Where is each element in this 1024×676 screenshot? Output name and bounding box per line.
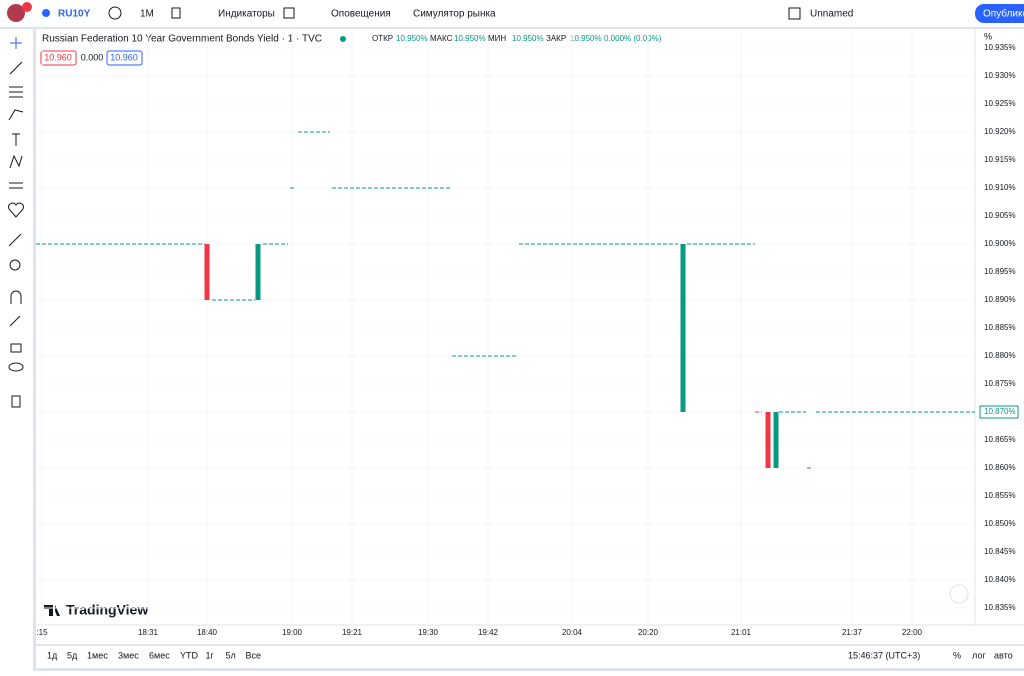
x-tick-label: :15 [36,628,48,637]
ohlc-label: ОТКР [372,34,393,43]
y-tick-label: 10.890% [984,295,1016,304]
y-tick-label: 10.885% [984,323,1016,332]
clock: 15:46:37 (UTC+3) [848,650,920,660]
bid: 10.960 [44,52,72,62]
y-tick-label: 10.860% [984,463,1016,472]
y-tick-label: 10.930% [984,71,1016,80]
drawing-tools [8,37,24,408]
ohlc-label: МАКС [430,34,453,43]
replay[interactable]: Симулятор рынка [413,9,496,20]
y-tick-label: 10.920% [984,127,1016,136]
avatar[interactable] [7,4,25,22]
y-tick-label: 10.925% [984,99,1016,108]
templates[interactable] [283,7,295,19]
ask-box [106,50,143,66]
range-button[interactable]: YTD [180,650,199,660]
ohlc-value: 10.950% [512,34,544,43]
axis-unit: % [984,31,992,41]
last-price-box [979,405,1019,419]
y-tick-label: 10.910% [984,183,1016,192]
ohlc-label: МИН [488,34,506,43]
bottom-bar [36,646,1024,668]
chart-type[interactable] [171,7,181,19]
layout-name[interactable]: Unnamed [810,9,853,20]
candle-body [204,243,210,300]
y-tick-label: 10.845% [984,547,1016,556]
x-tick-label: 22:00 [902,628,923,637]
bid-box [40,50,77,66]
layout-check[interactable] [788,7,801,20]
scroll-button[interactable] [949,584,969,604]
range-button[interactable]: 6мес [149,650,170,660]
candle-body [255,243,261,300]
candle-body [773,411,779,468]
candle-body [680,243,686,412]
x-tick-label: 19:42 [478,628,499,637]
y-tick-label: 10.880% [984,351,1016,360]
logo: TradingView [66,602,148,618]
flag [42,9,50,17]
left-bar [0,29,33,671]
ohlc-legend: ОТКР 10.950% МАКС 10.950% МИН 10.950% ЗАКР 10.9… [372,34,662,43]
range-button[interactable]: 5д [67,650,78,660]
y-tick-label: 10.915% [984,155,1016,164]
x-tick-label: 19:21 [342,628,363,637]
y-tick-label: 10.935% [984,43,1016,52]
bottom-toolbar: 1д 5д 1мес 3мес 6мес YTD 1г 5л Все [47,650,261,660]
percent-toggle[interactable]: % [953,650,961,660]
interval[interactable]: 1M [140,9,154,20]
range-button[interactable]: Все [246,650,262,660]
x-tick-label: 19:30 [418,628,439,637]
ohlc-value: 10.950% [396,34,428,43]
ohlc-value: 10.950% [454,34,486,43]
alerts[interactable]: Оповещения [331,9,391,20]
x-tick-label: 19:00 [282,628,303,637]
last-price-label: 10.870% [984,407,1016,416]
series-title: Russian Federation 10 Year Government Bo… [42,34,322,45]
range-button[interactable]: 5л [226,650,236,660]
add-symbol[interactable] [108,6,122,20]
ask: 10.960 [110,52,138,62]
publish-label[interactable]: Опублико [983,8,1024,20]
log-toggle[interactable]: лог [972,650,986,660]
auto-toggle[interactable]: авто [994,650,1013,660]
x-tick-label: 20:20 [638,628,659,637]
y-tick-label: 10.875% [984,379,1016,388]
y-tick-label: 10.855% [984,491,1016,500]
top-bar [0,0,1024,27]
indicators[interactable]: Индикаторы [218,9,275,20]
range-button[interactable]: 1мес [87,650,108,660]
range-button[interactable]: 3мес [118,650,139,660]
market-status [340,36,346,42]
symbol[interactable]: RU10Y [58,9,91,20]
range-button[interactable]: 1г [206,650,215,660]
chart: 10.835% 10.840% 10.845% 10.850% 10.855% 10.86… [36,28,1019,637]
y-tick-label: 10.840% [984,575,1016,584]
y-tick-label: 10.865% [984,435,1016,444]
range-button[interactable]: 1д [47,650,58,660]
ohlc-value: 10.950% [570,34,602,43]
x-tick-label: 21:37 [842,628,863,637]
ohlc-label: ЗАКР [546,34,566,43]
y-tick-label: 10.900% [984,239,1016,248]
publish-button[interactable] [975,4,1024,23]
y-tick-label: 10.850% [984,519,1016,528]
spread: 0.000 [81,52,104,62]
x-tick-label: 18:31 [138,628,159,637]
y-tick-label: 10.895% [984,267,1016,276]
x-tick-label: 18:40 [197,628,218,637]
x-tick-label: 20:04 [562,628,583,637]
badge [22,2,32,12]
candle-body [765,411,771,468]
x-tick-label: 21:01 [731,628,752,637]
y-tick-label: 10.905% [984,211,1016,220]
y-tick-label: 10.835% [984,603,1016,612]
change: 0.000% (0.00%) [604,34,662,43]
